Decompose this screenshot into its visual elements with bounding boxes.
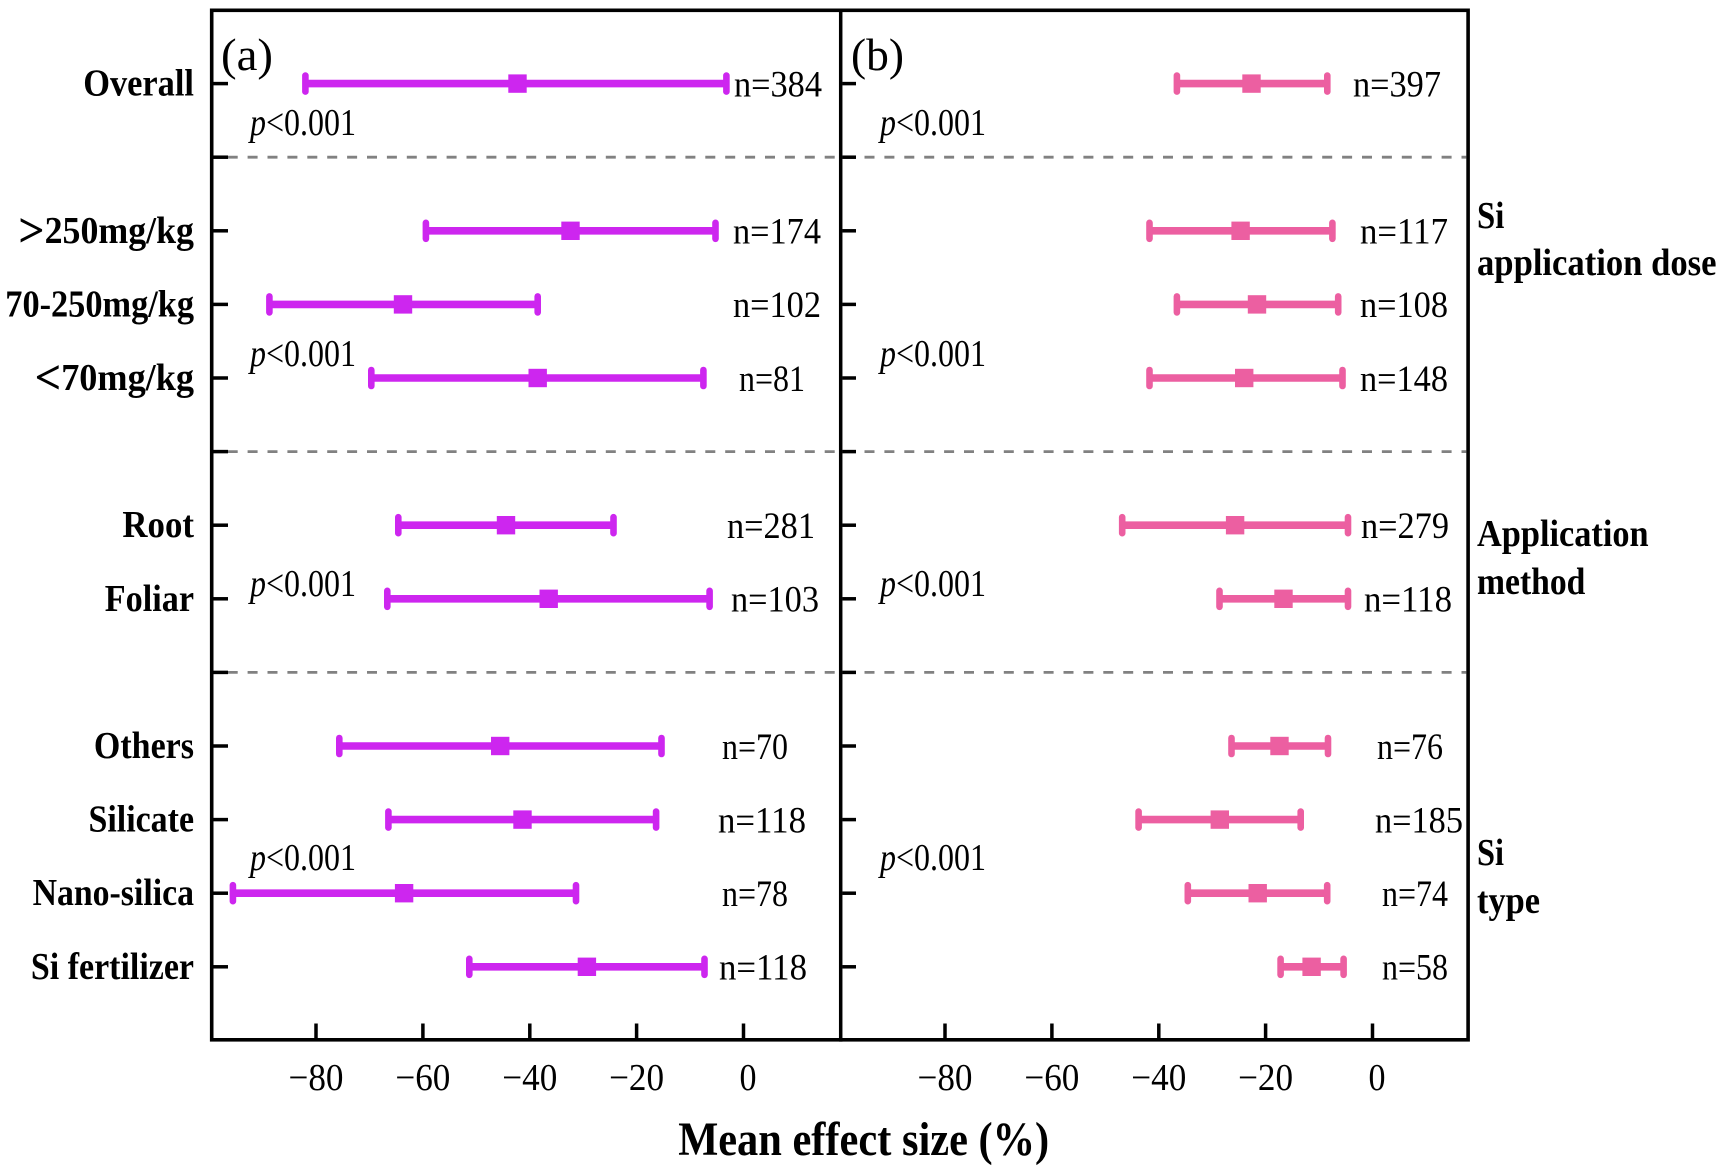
svg-text:n=70: n=70 <box>722 727 788 768</box>
svg-text:−40: −40 <box>502 1057 557 1099</box>
svg-text:p<0.001: p<0.001 <box>877 837 986 879</box>
svg-text:Si fertilizer: Si fertilizer <box>31 946 194 988</box>
svg-text:n=281: n=281 <box>727 506 815 547</box>
svg-text:Silicate: Silicate <box>89 799 195 841</box>
svg-text:>250mg/kg: >250mg/kg <box>18 202 194 257</box>
svg-text:n=58: n=58 <box>1382 948 1448 989</box>
svg-text:n=185: n=185 <box>1375 800 1463 841</box>
svg-text:Overall: Overall <box>83 63 194 105</box>
svg-text:n=81: n=81 <box>739 359 805 400</box>
svg-text:application dose: application dose <box>1477 242 1717 284</box>
svg-text:Mean effect size (%): Mean effect size (%) <box>678 1113 1049 1166</box>
svg-text:n=102: n=102 <box>733 285 821 326</box>
svg-text:p<0.001: p<0.001 <box>877 102 986 144</box>
svg-text:n=118: n=118 <box>719 948 807 989</box>
svg-text:−60: −60 <box>1024 1057 1079 1099</box>
svg-text:n=397: n=397 <box>1353 64 1441 105</box>
svg-text:Others: Others <box>94 725 194 767</box>
svg-text:p<0.001: p<0.001 <box>247 102 356 144</box>
svg-text:Root: Root <box>122 504 194 546</box>
svg-text:n=384: n=384 <box>734 64 822 105</box>
svg-text:(b): (b) <box>851 30 904 80</box>
svg-text:n=148: n=148 <box>1360 359 1448 400</box>
svg-text:n=78: n=78 <box>722 874 788 915</box>
svg-text:n=103: n=103 <box>731 580 819 621</box>
svg-text:−20: −20 <box>1238 1057 1293 1099</box>
svg-text:type: type <box>1477 880 1540 922</box>
svg-text:Nano-silica: Nano-silica <box>33 872 194 914</box>
svg-text:0: 0 <box>1369 1057 1386 1099</box>
svg-text:p<0.001: p<0.001 <box>247 837 356 879</box>
svg-text:Si: Si <box>1477 832 1504 874</box>
svg-text:n=108: n=108 <box>1360 285 1448 326</box>
svg-text:Si: Si <box>1477 195 1504 237</box>
svg-text:−80: −80 <box>918 1057 973 1099</box>
svg-text:Foliar: Foliar <box>105 578 194 620</box>
svg-text:p<0.001: p<0.001 <box>877 563 986 605</box>
svg-text:n=118: n=118 <box>1364 580 1452 621</box>
svg-text:p<0.001: p<0.001 <box>877 333 986 375</box>
svg-text:−40: −40 <box>1131 1057 1186 1099</box>
svg-text:0: 0 <box>740 1057 757 1099</box>
svg-text:70-250mg/kg: 70-250mg/kg <box>5 283 194 325</box>
svg-text:−20: −20 <box>609 1057 664 1099</box>
svg-text:−60: −60 <box>395 1057 450 1099</box>
svg-text:n=117: n=117 <box>1360 212 1448 253</box>
svg-text:method: method <box>1477 561 1585 603</box>
svg-text:n=174: n=174 <box>733 212 821 253</box>
svg-text:p<0.001: p<0.001 <box>247 563 356 605</box>
svg-text:n=279: n=279 <box>1361 506 1449 547</box>
svg-text:(a): (a) <box>221 30 273 80</box>
svg-text:−80: −80 <box>289 1057 344 1099</box>
svg-text:n=74: n=74 <box>1382 874 1448 915</box>
svg-text:n=76: n=76 <box>1377 727 1443 768</box>
svg-text:<70mg/kg: <70mg/kg <box>35 350 194 405</box>
svg-text:Application: Application <box>1477 513 1649 555</box>
svg-text:n=118: n=118 <box>718 800 806 841</box>
svg-text:p<0.001: p<0.001 <box>247 333 356 375</box>
